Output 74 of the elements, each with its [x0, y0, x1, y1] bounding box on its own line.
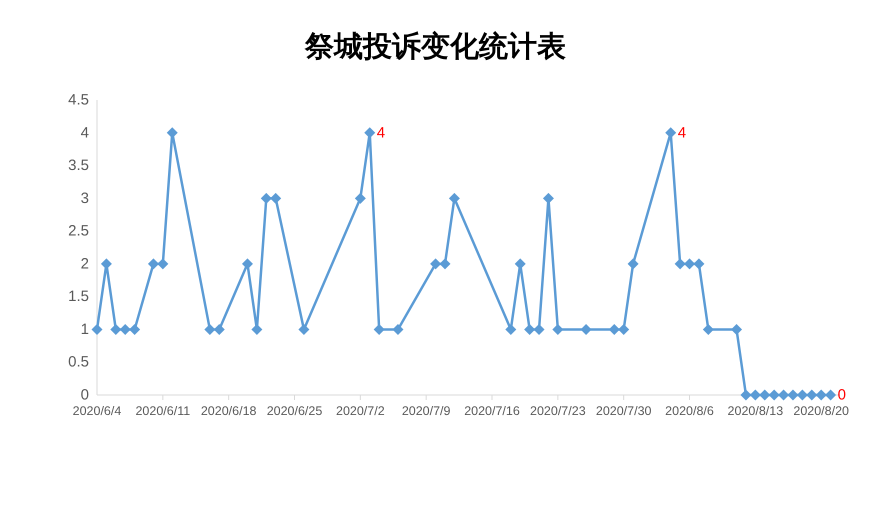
- y-tick-label: 2.5: [68, 222, 89, 240]
- x-tick-label: 2020/8/20: [793, 404, 850, 418]
- point: [148, 258, 159, 270]
- point: [204, 324, 216, 335]
- point: [166, 127, 178, 138]
- x-tick-label: 2020/8/6: [665, 404, 714, 418]
- point: [628, 258, 639, 270]
- point: [270, 192, 282, 204]
- point: [120, 324, 131, 335]
- point: [439, 258, 450, 270]
- point: [778, 390, 790, 400]
- data-label: 4: [678, 124, 686, 142]
- point: [214, 324, 225, 335]
- point: [684, 258, 696, 270]
- point: [608, 324, 620, 335]
- chart-title: 祭城投诉变化统计表: [304, 29, 566, 63]
- point: [796, 390, 808, 400]
- y-tick-label: 0.5: [68, 354, 89, 371]
- point: [825, 390, 836, 400]
- point: [430, 258, 442, 270]
- point: [759, 390, 770, 400]
- point: [674, 258, 686, 270]
- point: [552, 324, 564, 335]
- y-tick-label: 2: [80, 255, 89, 272]
- y-tick-label: 1: [80, 320, 89, 338]
- x-tick-label: 2020/8/13: [728, 404, 784, 418]
- point: [100, 258, 112, 270]
- point: [129, 324, 140, 335]
- x-tick-label: 2020/7/30: [596, 404, 652, 418]
- point: [298, 324, 310, 335]
- point: [505, 324, 516, 335]
- point: [251, 324, 262, 335]
- point: [618, 324, 630, 335]
- point: [392, 324, 404, 335]
- point: [448, 192, 460, 204]
- y-tick-label: 4.5: [68, 92, 89, 108]
- point: [542, 192, 554, 204]
- point: [740, 390, 752, 400]
- point: [702, 324, 714, 335]
- point: [260, 192, 272, 204]
- data-label: 0: [838, 386, 846, 404]
- x-tick-label: 2020/6/25: [266, 404, 322, 418]
- point: [514, 258, 526, 270]
- point: [110, 324, 122, 335]
- point: [665, 127, 676, 138]
- x-tick-label: 2020/6/4: [72, 404, 122, 418]
- y-tick-label: 3.5: [68, 157, 89, 174]
- x-tick-label: 2020/6/11: [135, 404, 190, 418]
- point: [354, 192, 366, 204]
- point: [242, 258, 253, 270]
- point: [787, 390, 798, 400]
- point: [816, 390, 827, 400]
- point: [364, 127, 376, 138]
- point: [768, 390, 780, 400]
- x-tick-label: 2020/7/9: [402, 404, 451, 418]
- x-tick-label: 2020/7/16: [464, 404, 520, 418]
- point: [750, 390, 761, 400]
- point: [580, 324, 592, 335]
- point: [731, 324, 742, 335]
- y-tick-label: 0: [80, 386, 89, 404]
- point: [92, 324, 102, 335]
- x-tick-label: 2020/7/23: [530, 404, 586, 418]
- x-tick-label: 2020/7/2: [336, 404, 385, 418]
- point: [524, 324, 536, 335]
- y-tick-label: 1.5: [68, 288, 89, 306]
- point: [374, 324, 385, 335]
- point: [534, 324, 545, 335]
- data-label: 4: [376, 124, 386, 142]
- y-tick-label: 4: [80, 124, 89, 142]
- point: [806, 390, 818, 400]
- x-tick-label: 2020/6/18: [200, 404, 257, 418]
- point: [693, 258, 704, 270]
- y-tick-label: 3: [80, 190, 89, 207]
- point: [157, 258, 168, 270]
